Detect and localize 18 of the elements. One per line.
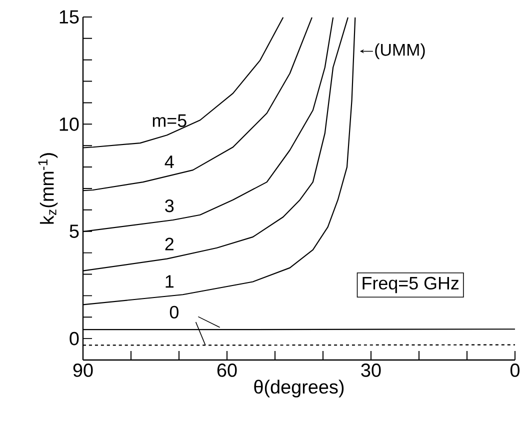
annotation: (UMM) [375, 43, 425, 60]
y-tick-label: 5 [70, 224, 79, 238]
x-tick-label: 30 [361, 364, 381, 377]
series-label: 1 [166, 275, 174, 288]
x-tick-label: 90 [73, 364, 93, 377]
y-tick-label: 15 [60, 10, 79, 24]
series-label: 2 [165, 238, 174, 250]
x-tick-label: 0 [510, 364, 520, 377]
series-label: m=5 [152, 114, 186, 127]
legend-label: 0 [170, 306, 178, 319]
y-tick-label: 10 [60, 117, 79, 131]
series-label: 4 [164, 156, 174, 168]
annotation: Freq=5 GHz [362, 276, 459, 294]
series-label: 3 [165, 200, 174, 212]
y-axis-title: k$_{z}$(mm$^{-1}$) [38, 153, 58, 224]
x-axis-title: θ(degrees) [254, 380, 344, 398]
y-tick-label: 0 [70, 332, 79, 346]
x-tick-label: 60 [217, 364, 237, 377]
